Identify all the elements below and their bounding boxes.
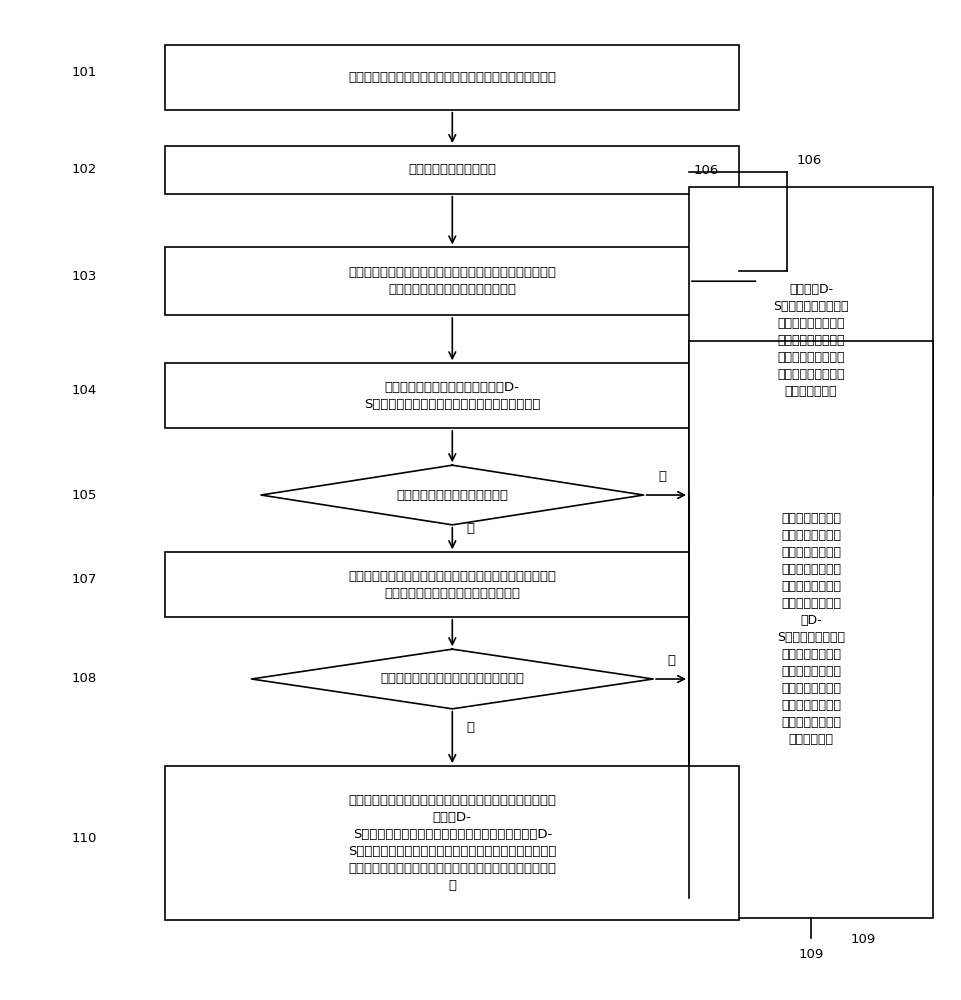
- FancyBboxPatch shape: [688, 341, 932, 918]
- Text: 106: 106: [796, 154, 821, 167]
- Text: 是: 是: [466, 721, 474, 734]
- Text: 108: 108: [71, 672, 97, 686]
- Text: 确定数据融合的识别框架: 确定数据融合的识别框架: [407, 163, 496, 176]
- Text: 101: 101: [71, 66, 97, 79]
- Text: 采用平均证据因子
的概率分配值替代
所述冲突因子的概
率分配值的方式修
正所述基本概率分
配矩阵，并采用经
典D-
S证据理论合成规则
对修正后的基本概
率分配: 采用平均证据因子 的概率分配值替代 所述冲突因子的概 率分配值的方式修 正所述基…: [776, 512, 844, 746]
- Text: 105: 105: [71, 489, 97, 502]
- Text: 103: 103: [71, 270, 97, 283]
- Text: 110: 110: [71, 832, 97, 845]
- Text: 确定各个所述证据因子的权重系数，并根据所述基本概率分
配矩阵中的概率分配值，确定冲突因子: 确定各个所述证据因子的权重系数，并根据所述基本概率分 配矩阵中的概率分配值，确定…: [348, 570, 555, 600]
- Text: 根据所述基本概率分配矩阵，结合D-
S证据理论中的冲突系数计算公式，计算冲突系数: 根据所述基本概率分配矩阵，结合D- S证据理论中的冲突系数计算公式，计算冲突系数: [364, 381, 540, 411]
- FancyBboxPatch shape: [165, 363, 738, 428]
- FancyBboxPatch shape: [688, 187, 932, 495]
- Text: 否: 否: [466, 522, 474, 535]
- Text: 所述冲突系数在设定阈值区间内: 所述冲突系数在设定阈值区间内: [396, 489, 507, 502]
- Text: 102: 102: [71, 163, 97, 176]
- Polygon shape: [251, 649, 653, 709]
- Text: 109: 109: [850, 933, 875, 946]
- FancyBboxPatch shape: [165, 247, 738, 315]
- Polygon shape: [260, 465, 643, 525]
- Text: 106: 106: [693, 164, 718, 177]
- Text: 所述冲突因子的权重系数大于权重平均值: 所述冲突因子的权重系数大于权重平均值: [380, 672, 524, 686]
- FancyBboxPatch shape: [165, 552, 738, 617]
- Text: 根据各个所述证据因子的权重系数和历史积累数据因子对所
述经典D-
S证据理论合成规则进行改进，并采用改进后的经典D-
S证据理论合成规则对所述基本概率分配矩阵中: 根据各个所述证据因子的权重系数和历史积累数据因子对所 述经典D- S证据理论合成…: [348, 794, 555, 892]
- FancyBboxPatch shape: [165, 146, 738, 194]
- Text: 获取农田多源数据，并将所述农田多源数据确定为证据因子: 获取农田多源数据，并将所述农田多源数据确定为证据因子: [348, 71, 555, 84]
- Text: 计算各个所述证据因子分别对所述识别框架中各个命题的概
率分配值，并建立基本概率分配矩阵: 计算各个所述证据因子分别对所述识别框架中各个命题的概 率分配值，并建立基本概率分…: [348, 266, 555, 296]
- Text: 是: 是: [657, 470, 665, 483]
- Text: 104: 104: [71, 384, 97, 397]
- FancyBboxPatch shape: [165, 45, 738, 110]
- Text: 107: 107: [71, 573, 97, 586]
- Text: 109: 109: [798, 948, 823, 960]
- Text: 否: 否: [667, 654, 675, 667]
- FancyBboxPatch shape: [165, 766, 738, 920]
- Text: 采用经典D-
S证据理论合成规则对
所述基本概率分配矩
阵中所有的概率分配
值进行数据融合，确
定所述识别框架中各
个命题的支持率: 采用经典D- S证据理论合成规则对 所述基本概率分配矩 阵中所有的概率分配 值进…: [773, 283, 848, 398]
